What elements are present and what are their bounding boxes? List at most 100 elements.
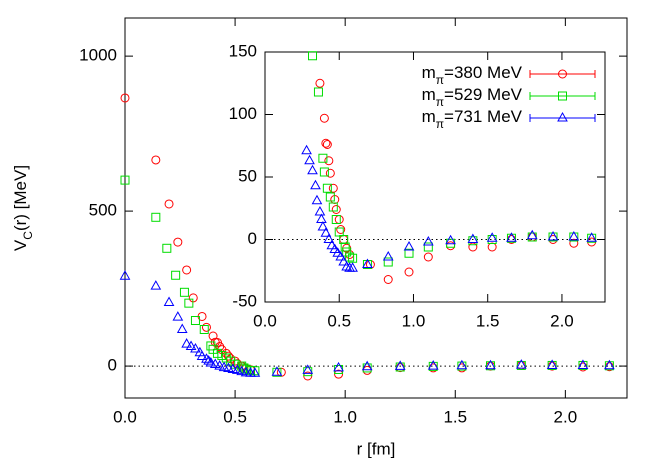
y-axis-label-part: (r) [MeV] [11, 165, 30, 231]
point [319, 167, 329, 177]
y-tick-label: 500 [89, 201, 117, 220]
y-axis-label-part: V [11, 239, 30, 251]
legend-label: mπ=731 MeV [422, 107, 523, 131]
point [205, 356, 217, 367]
point [173, 237, 183, 247]
x-tick-label: 1.5 [443, 407, 467, 426]
x-tick-label: 1.5 [476, 311, 500, 330]
point [308, 51, 318, 61]
y-axis-label-part: C [21, 231, 35, 240]
point [345, 252, 355, 262]
y-tick-label: 1000 [79, 46, 117, 65]
point [332, 247, 344, 257]
x-tick-label: 2.0 [554, 407, 578, 426]
point [203, 355, 215, 365]
point [318, 153, 328, 163]
point [485, 359, 496, 370]
x-tick-label: 0.5 [223, 407, 247, 426]
point [302, 364, 314, 374]
point [171, 270, 181, 280]
point [331, 205, 341, 214]
point [317, 220, 329, 231]
point [319, 113, 329, 123]
point [214, 360, 226, 370]
point [190, 343, 201, 353]
legend-label-part: =380 MeV [444, 63, 523, 82]
y-tick-label: -50 [232, 291, 257, 310]
point [236, 365, 248, 376]
point [311, 194, 323, 205]
x-tick-label: 1.0 [333, 407, 357, 426]
point [301, 144, 312, 155]
point [568, 230, 580, 241]
point [151, 212, 161, 222]
point [316, 213, 327, 223]
point [249, 367, 261, 377]
point [323, 233, 335, 243]
point [516, 360, 526, 370]
point [320, 227, 332, 237]
point [467, 233, 479, 243]
point [333, 361, 344, 372]
point [338, 255, 350, 266]
point [208, 331, 218, 341]
y-axis-label: VC(r) [MeV] [11, 165, 35, 251]
point [201, 353, 212, 363]
y-tick-label: 100 [229, 104, 257, 123]
point [329, 243, 341, 253]
point [445, 234, 456, 245]
point [190, 316, 200, 326]
point [362, 258, 373, 268]
point [199, 325, 209, 335]
point [328, 202, 338, 212]
legend-marker [558, 91, 567, 101]
point [604, 359, 615, 370]
point [321, 138, 331, 148]
legend-label-part: m [422, 107, 436, 126]
point [209, 358, 221, 369]
point [182, 265, 192, 275]
point [334, 369, 344, 379]
x-tick-label: 0.0 [253, 311, 277, 330]
point [428, 361, 438, 371]
point [526, 229, 538, 240]
point [304, 154, 315, 165]
point [486, 232, 498, 242]
point [162, 243, 172, 253]
point [456, 359, 468, 370]
legend-label: mπ=529 MeV [422, 85, 523, 109]
point [328, 183, 338, 193]
point [427, 360, 439, 370]
point [206, 341, 216, 351]
point [271, 366, 283, 376]
legend-marker [558, 69, 567, 79]
legend-label-part: =731 MeV [444, 107, 523, 126]
point [201, 322, 211, 332]
x-tick-label: 0.5 [327, 311, 351, 330]
point [314, 205, 326, 216]
x-tick-label: 0.0 [113, 407, 137, 426]
point [340, 242, 350, 252]
point [325, 168, 335, 178]
point [315, 78, 325, 88]
point [120, 175, 130, 185]
point [322, 183, 332, 193]
point [324, 156, 334, 166]
point [151, 155, 161, 165]
point [325, 192, 335, 202]
point [119, 270, 131, 280]
legend-label: mπ=380 MeV [422, 63, 523, 87]
point [394, 360, 406, 370]
point [176, 323, 188, 334]
point [164, 199, 174, 209]
point [395, 362, 405, 372]
y-tick-label: 150 [229, 41, 257, 60]
point [423, 242, 433, 252]
legend-marker [557, 111, 568, 122]
point [150, 280, 162, 290]
point [361, 360, 373, 371]
point [163, 296, 175, 307]
point [506, 232, 517, 242]
legend-label-part: π [436, 117, 444, 131]
